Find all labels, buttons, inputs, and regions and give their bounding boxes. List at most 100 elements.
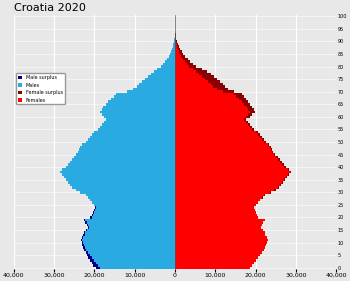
Bar [85,231,175,234]
Bar [270,146,271,148]
Bar [280,183,281,186]
Bar [276,156,278,158]
Bar [250,126,252,128]
Bar [282,181,283,183]
Bar [175,214,257,216]
Bar [80,146,175,148]
Bar [72,186,175,189]
Bar [174,38,175,40]
Bar [236,96,244,98]
Bar [70,161,175,163]
Bar [171,50,175,53]
Bar [96,267,100,269]
Bar [175,48,178,50]
Bar [98,264,175,267]
Bar [176,40,177,43]
Bar [175,181,282,183]
Bar [88,196,175,199]
Bar [62,168,175,171]
Bar [175,73,199,75]
Bar [76,189,175,191]
Bar [83,246,85,249]
Bar [84,219,85,221]
Bar [127,90,175,93]
Bar [248,108,254,110]
Bar [175,93,233,96]
Bar [108,101,175,103]
Bar [175,138,262,141]
Bar [202,75,214,78]
Bar [94,131,175,133]
Bar [284,178,285,181]
Bar [175,191,270,194]
Bar [84,231,85,234]
Bar [175,131,256,133]
Bar [175,113,248,115]
Bar [241,101,248,103]
Bar [80,191,175,194]
Bar [175,83,210,85]
Bar [270,191,271,194]
Bar [157,68,175,70]
Bar [175,45,177,48]
Bar [82,241,83,244]
Bar [175,88,217,90]
Bar [90,199,175,201]
Bar [175,173,288,176]
Bar [88,138,175,141]
Bar [175,183,280,186]
Bar [72,158,175,161]
Bar [83,234,85,236]
Bar [100,110,175,113]
Bar [175,189,274,191]
Bar [175,60,185,63]
Bar [246,115,250,118]
Bar [175,257,258,259]
Bar [161,65,175,68]
Bar [175,65,189,68]
Bar [93,264,98,267]
Bar [175,98,239,101]
Bar [88,251,175,254]
Bar [187,63,193,65]
Bar [86,249,175,251]
Bar [193,68,202,70]
Bar [210,83,223,85]
Bar [136,85,175,88]
Bar [175,206,254,209]
Bar [90,216,92,219]
Bar [175,85,214,88]
Bar [288,173,289,176]
Bar [86,141,175,143]
Bar [175,106,247,108]
Bar [154,70,175,73]
Bar [175,128,252,131]
Bar [175,90,223,93]
Bar [142,80,175,83]
Bar [90,254,175,257]
Bar [217,88,228,90]
Bar [82,244,84,246]
Bar [175,219,265,221]
Bar [175,121,246,123]
Bar [177,45,179,48]
Bar [205,78,217,80]
Bar [175,224,262,226]
Bar [175,251,262,254]
Bar [288,168,289,171]
Bar [66,178,175,181]
Bar [92,214,93,216]
Bar [163,63,175,65]
Bar [233,93,242,96]
Bar [175,43,176,45]
Bar [74,156,175,158]
Bar [102,113,175,115]
Bar [94,209,96,211]
Bar [68,181,175,183]
Bar [88,226,89,229]
Bar [175,80,208,83]
Bar [175,226,260,229]
Bar [83,236,175,239]
Bar [94,211,175,214]
Bar [175,234,265,236]
